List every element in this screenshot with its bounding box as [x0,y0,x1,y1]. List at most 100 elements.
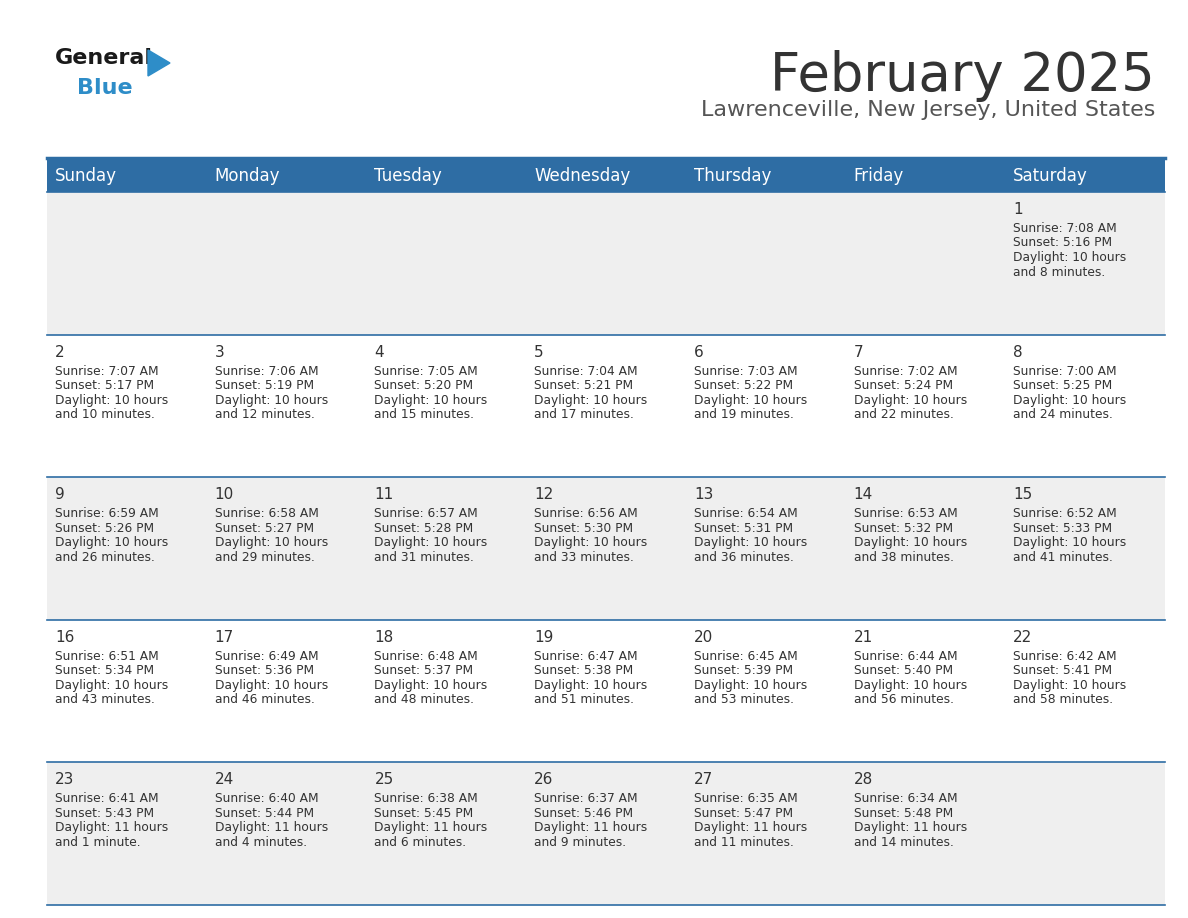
Text: Sunset: 5:39 PM: Sunset: 5:39 PM [694,665,792,677]
Text: 10: 10 [215,487,234,502]
Text: Sunrise: 6:53 AM: Sunrise: 6:53 AM [853,508,958,521]
Text: Monday: Monday [215,167,280,185]
Text: and 14 minutes.: and 14 minutes. [853,836,954,849]
Bar [48,477,1165,620]
Text: Sunrise: 6:38 AM: Sunrise: 6:38 AM [374,792,479,805]
Text: Friday: Friday [853,167,904,185]
Text: and 24 minutes.: and 24 minutes. [1013,409,1113,421]
Text: Blue: Blue [77,78,133,98]
Text: and 41 minutes.: and 41 minutes. [1013,551,1113,564]
Text: Daylight: 10 hours: Daylight: 10 hours [694,678,807,692]
Text: Sunset: 5:32 PM: Sunset: 5:32 PM [853,521,953,534]
Text: Tuesday: Tuesday [374,167,442,185]
Text: Sunset: 5:34 PM: Sunset: 5:34 PM [55,665,154,677]
Text: 16: 16 [55,630,75,644]
Text: Daylight: 10 hours: Daylight: 10 hours [1013,394,1126,407]
Text: Daylight: 10 hours: Daylight: 10 hours [694,394,807,407]
Text: Sunrise: 6:40 AM: Sunrise: 6:40 AM [215,792,318,805]
Text: and 56 minutes.: and 56 minutes. [853,693,954,706]
Text: 20: 20 [694,630,713,644]
Text: Daylight: 10 hours: Daylight: 10 hours [535,678,647,692]
Text: Sunset: 5:48 PM: Sunset: 5:48 PM [853,807,953,820]
Text: Sunrise: 7:03 AM: Sunrise: 7:03 AM [694,364,797,377]
Text: and 58 minutes.: and 58 minutes. [1013,693,1113,706]
Text: 13: 13 [694,487,713,502]
Text: General: General [55,48,153,68]
Text: Sunrise: 7:02 AM: Sunrise: 7:02 AM [853,364,958,377]
Text: Sunset: 5:41 PM: Sunset: 5:41 PM [1013,665,1112,677]
Text: 6: 6 [694,344,703,360]
Text: Sunset: 5:45 PM: Sunset: 5:45 PM [374,807,474,820]
Text: Sunset: 5:20 PM: Sunset: 5:20 PM [374,379,474,392]
Text: Sunrise: 7:06 AM: Sunrise: 7:06 AM [215,364,318,377]
Text: 23: 23 [55,772,75,788]
Text: 27: 27 [694,772,713,788]
Text: Sunrise: 7:04 AM: Sunrise: 7:04 AM [535,364,638,377]
Text: 7: 7 [853,344,864,360]
Text: Sunset: 5:21 PM: Sunset: 5:21 PM [535,379,633,392]
Text: Sunset: 5:19 PM: Sunset: 5:19 PM [215,379,314,392]
Text: and 6 minutes.: and 6 minutes. [374,836,467,849]
Text: Lawrenceville, New Jersey, United States: Lawrenceville, New Jersey, United States [701,100,1155,120]
Text: and 48 minutes.: and 48 minutes. [374,693,474,706]
Text: 28: 28 [853,772,873,788]
Text: 4: 4 [374,344,384,360]
Text: Sunset: 5:43 PM: Sunset: 5:43 PM [55,807,154,820]
Text: 18: 18 [374,630,393,644]
Text: and 29 minutes.: and 29 minutes. [215,551,315,564]
Text: Sunset: 5:22 PM: Sunset: 5:22 PM [694,379,792,392]
Text: 12: 12 [535,487,554,502]
Text: Sunset: 5:33 PM: Sunset: 5:33 PM [1013,521,1112,534]
Text: Sunset: 5:36 PM: Sunset: 5:36 PM [215,665,314,677]
Text: Sunrise: 7:07 AM: Sunrise: 7:07 AM [55,364,159,377]
Text: Daylight: 10 hours: Daylight: 10 hours [55,394,169,407]
Text: and 43 minutes.: and 43 minutes. [55,693,154,706]
Text: Daylight: 10 hours: Daylight: 10 hours [374,536,488,549]
Text: Daylight: 10 hours: Daylight: 10 hours [853,536,967,549]
Text: Sunrise: 6:49 AM: Sunrise: 6:49 AM [215,650,318,663]
Text: 3: 3 [215,344,225,360]
Text: Thursday: Thursday [694,167,771,185]
Text: Sunset: 5:44 PM: Sunset: 5:44 PM [215,807,314,820]
Text: and 10 minutes.: and 10 minutes. [55,409,154,421]
Text: Daylight: 11 hours: Daylight: 11 hours [853,822,967,834]
Text: Sunset: 5:17 PM: Sunset: 5:17 PM [55,379,154,392]
Text: Sunset: 5:30 PM: Sunset: 5:30 PM [535,521,633,534]
Text: Daylight: 10 hours: Daylight: 10 hours [1013,678,1126,692]
Text: and 36 minutes.: and 36 minutes. [694,551,794,564]
Text: Daylight: 10 hours: Daylight: 10 hours [853,394,967,407]
Text: February 2025: February 2025 [770,50,1155,102]
Text: Sunset: 5:16 PM: Sunset: 5:16 PM [1013,237,1112,250]
Text: and 19 minutes.: and 19 minutes. [694,409,794,421]
Text: Sunset: 5:26 PM: Sunset: 5:26 PM [55,521,154,534]
Text: 1: 1 [1013,202,1023,217]
Text: Sunrise: 6:57 AM: Sunrise: 6:57 AM [374,508,479,521]
Text: and 26 minutes.: and 26 minutes. [55,551,154,564]
Text: Sunset: 5:40 PM: Sunset: 5:40 PM [853,665,953,677]
Text: Saturday: Saturday [1013,167,1088,185]
Text: and 12 minutes.: and 12 minutes. [215,409,315,421]
Text: 21: 21 [853,630,873,644]
Bar [48,160,1165,192]
Text: Daylight: 10 hours: Daylight: 10 hours [1013,536,1126,549]
Text: Sunset: 5:31 PM: Sunset: 5:31 PM [694,521,792,534]
Text: Daylight: 10 hours: Daylight: 10 hours [215,536,328,549]
Text: and 11 minutes.: and 11 minutes. [694,836,794,849]
Text: Daylight: 10 hours: Daylight: 10 hours [215,678,328,692]
Text: and 1 minute.: and 1 minute. [55,836,140,849]
Text: 11: 11 [374,487,393,502]
Text: Sunset: 5:38 PM: Sunset: 5:38 PM [535,665,633,677]
Text: Sunset: 5:37 PM: Sunset: 5:37 PM [374,665,474,677]
Text: Sunrise: 6:34 AM: Sunrise: 6:34 AM [853,792,958,805]
Text: 2: 2 [55,344,64,360]
Text: Daylight: 11 hours: Daylight: 11 hours [374,822,488,834]
Text: and 17 minutes.: and 17 minutes. [535,409,634,421]
Text: and 53 minutes.: and 53 minutes. [694,693,794,706]
Text: Sunrise: 6:42 AM: Sunrise: 6:42 AM [1013,650,1117,663]
Text: Sunset: 5:28 PM: Sunset: 5:28 PM [374,521,474,534]
Text: Daylight: 11 hours: Daylight: 11 hours [55,822,169,834]
Text: Sunrise: 7:00 AM: Sunrise: 7:00 AM [1013,364,1117,377]
Text: Sunset: 5:24 PM: Sunset: 5:24 PM [853,379,953,392]
Text: 15: 15 [1013,487,1032,502]
Text: Sunrise: 6:44 AM: Sunrise: 6:44 AM [853,650,958,663]
